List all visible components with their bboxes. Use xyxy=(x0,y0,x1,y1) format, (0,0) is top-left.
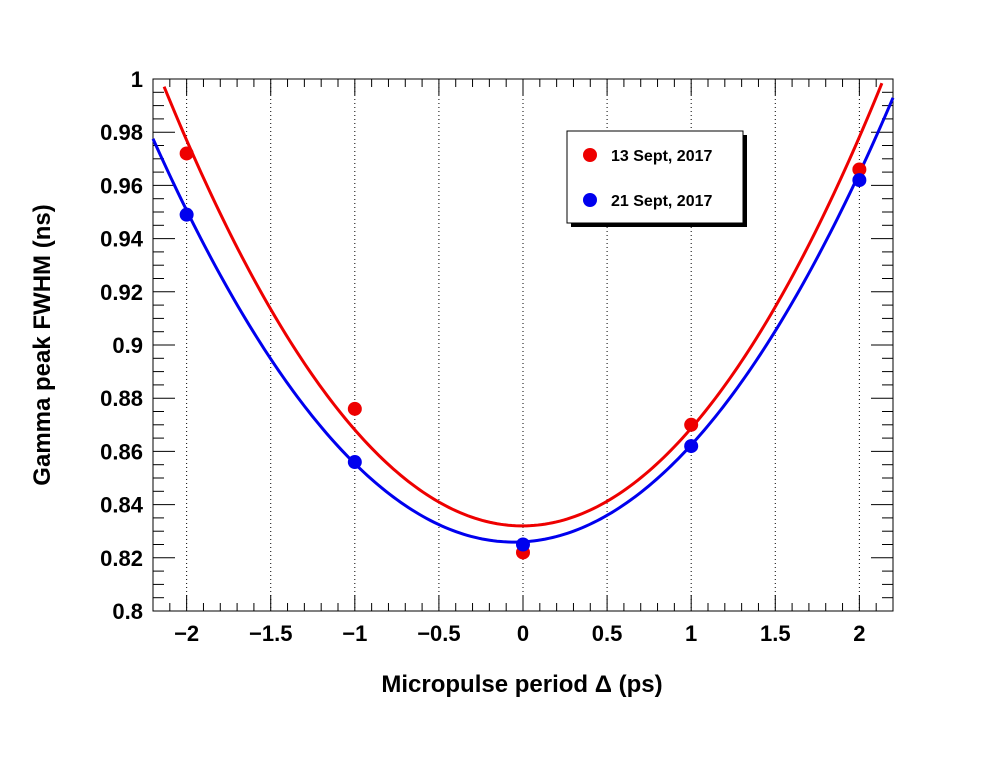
data-point-series-2 xyxy=(852,173,867,188)
x-tick-label: 1.5 xyxy=(760,621,791,646)
x-tick-label: −0.5 xyxy=(417,621,460,646)
data-point-series-1 xyxy=(179,146,194,161)
x-tick-label: −1 xyxy=(342,621,367,646)
data-point-series-1 xyxy=(684,417,699,432)
legend-label-series-2: 21 Sept, 2017 xyxy=(611,193,713,210)
y-tick-label: 0.84 xyxy=(100,493,144,518)
y-tick-label: 0.94 xyxy=(100,227,144,252)
axis-ticks xyxy=(152,78,894,612)
data-point-series-1 xyxy=(347,401,362,416)
y-tick-labels: 0.8 0.82 0.84 0.86 0.88 0.9 0.92 0.94 0.96 0.98 1 xyxy=(100,67,144,624)
x-tick-label: 0 xyxy=(517,621,529,646)
y-tick-label: 0.82 xyxy=(100,546,143,571)
x-tick-label: 0.5 xyxy=(592,621,623,646)
data-point-series-2 xyxy=(684,439,699,454)
data-point-series-2 xyxy=(516,537,530,552)
y-tick-label: 1 xyxy=(131,67,143,92)
y-tick-label: 0.98 xyxy=(100,120,143,145)
y-tick-label: 0.96 xyxy=(100,173,143,198)
data-point-series-2 xyxy=(347,455,362,470)
legend-label-series-1: 13 Sept, 2017 xyxy=(611,148,713,165)
x-tick-labels: −2 −1.5 −1 −0.5 0 0.5 1 1.5 2 xyxy=(174,621,865,646)
legend-marker-series-1 xyxy=(583,148,597,162)
x-tick-label: −2 xyxy=(174,621,199,646)
y-tick-label: 0.88 xyxy=(100,386,143,411)
legend-marker-series-2 xyxy=(583,193,597,207)
data-points xyxy=(179,146,867,560)
y-tick-label: 0.8 xyxy=(112,599,143,624)
legend-box xyxy=(566,130,744,224)
y-tick-label: 0.9 xyxy=(112,333,143,358)
y-tick-label: 0.92 xyxy=(100,280,143,305)
fit-curves xyxy=(151,82,895,544)
grid-lines xyxy=(186,79,860,611)
x-axis-title: Micropulse period Δ (ps) xyxy=(381,671,662,698)
data-point-series-2 xyxy=(179,207,194,222)
data-point-series-1 xyxy=(852,162,867,177)
fit-curve-series-1 xyxy=(162,82,884,528)
y-axis-title: Gamma peak FWHM (ns) xyxy=(29,204,56,485)
x-tick-label: 2 xyxy=(853,621,865,646)
x-tick-label: 1 xyxy=(685,621,697,646)
legend: 13 Sept, 2017 21 Sept, 2017 xyxy=(566,130,747,227)
x-tick-label: −1.5 xyxy=(249,621,292,646)
y-tick-label: 0.86 xyxy=(100,439,143,464)
